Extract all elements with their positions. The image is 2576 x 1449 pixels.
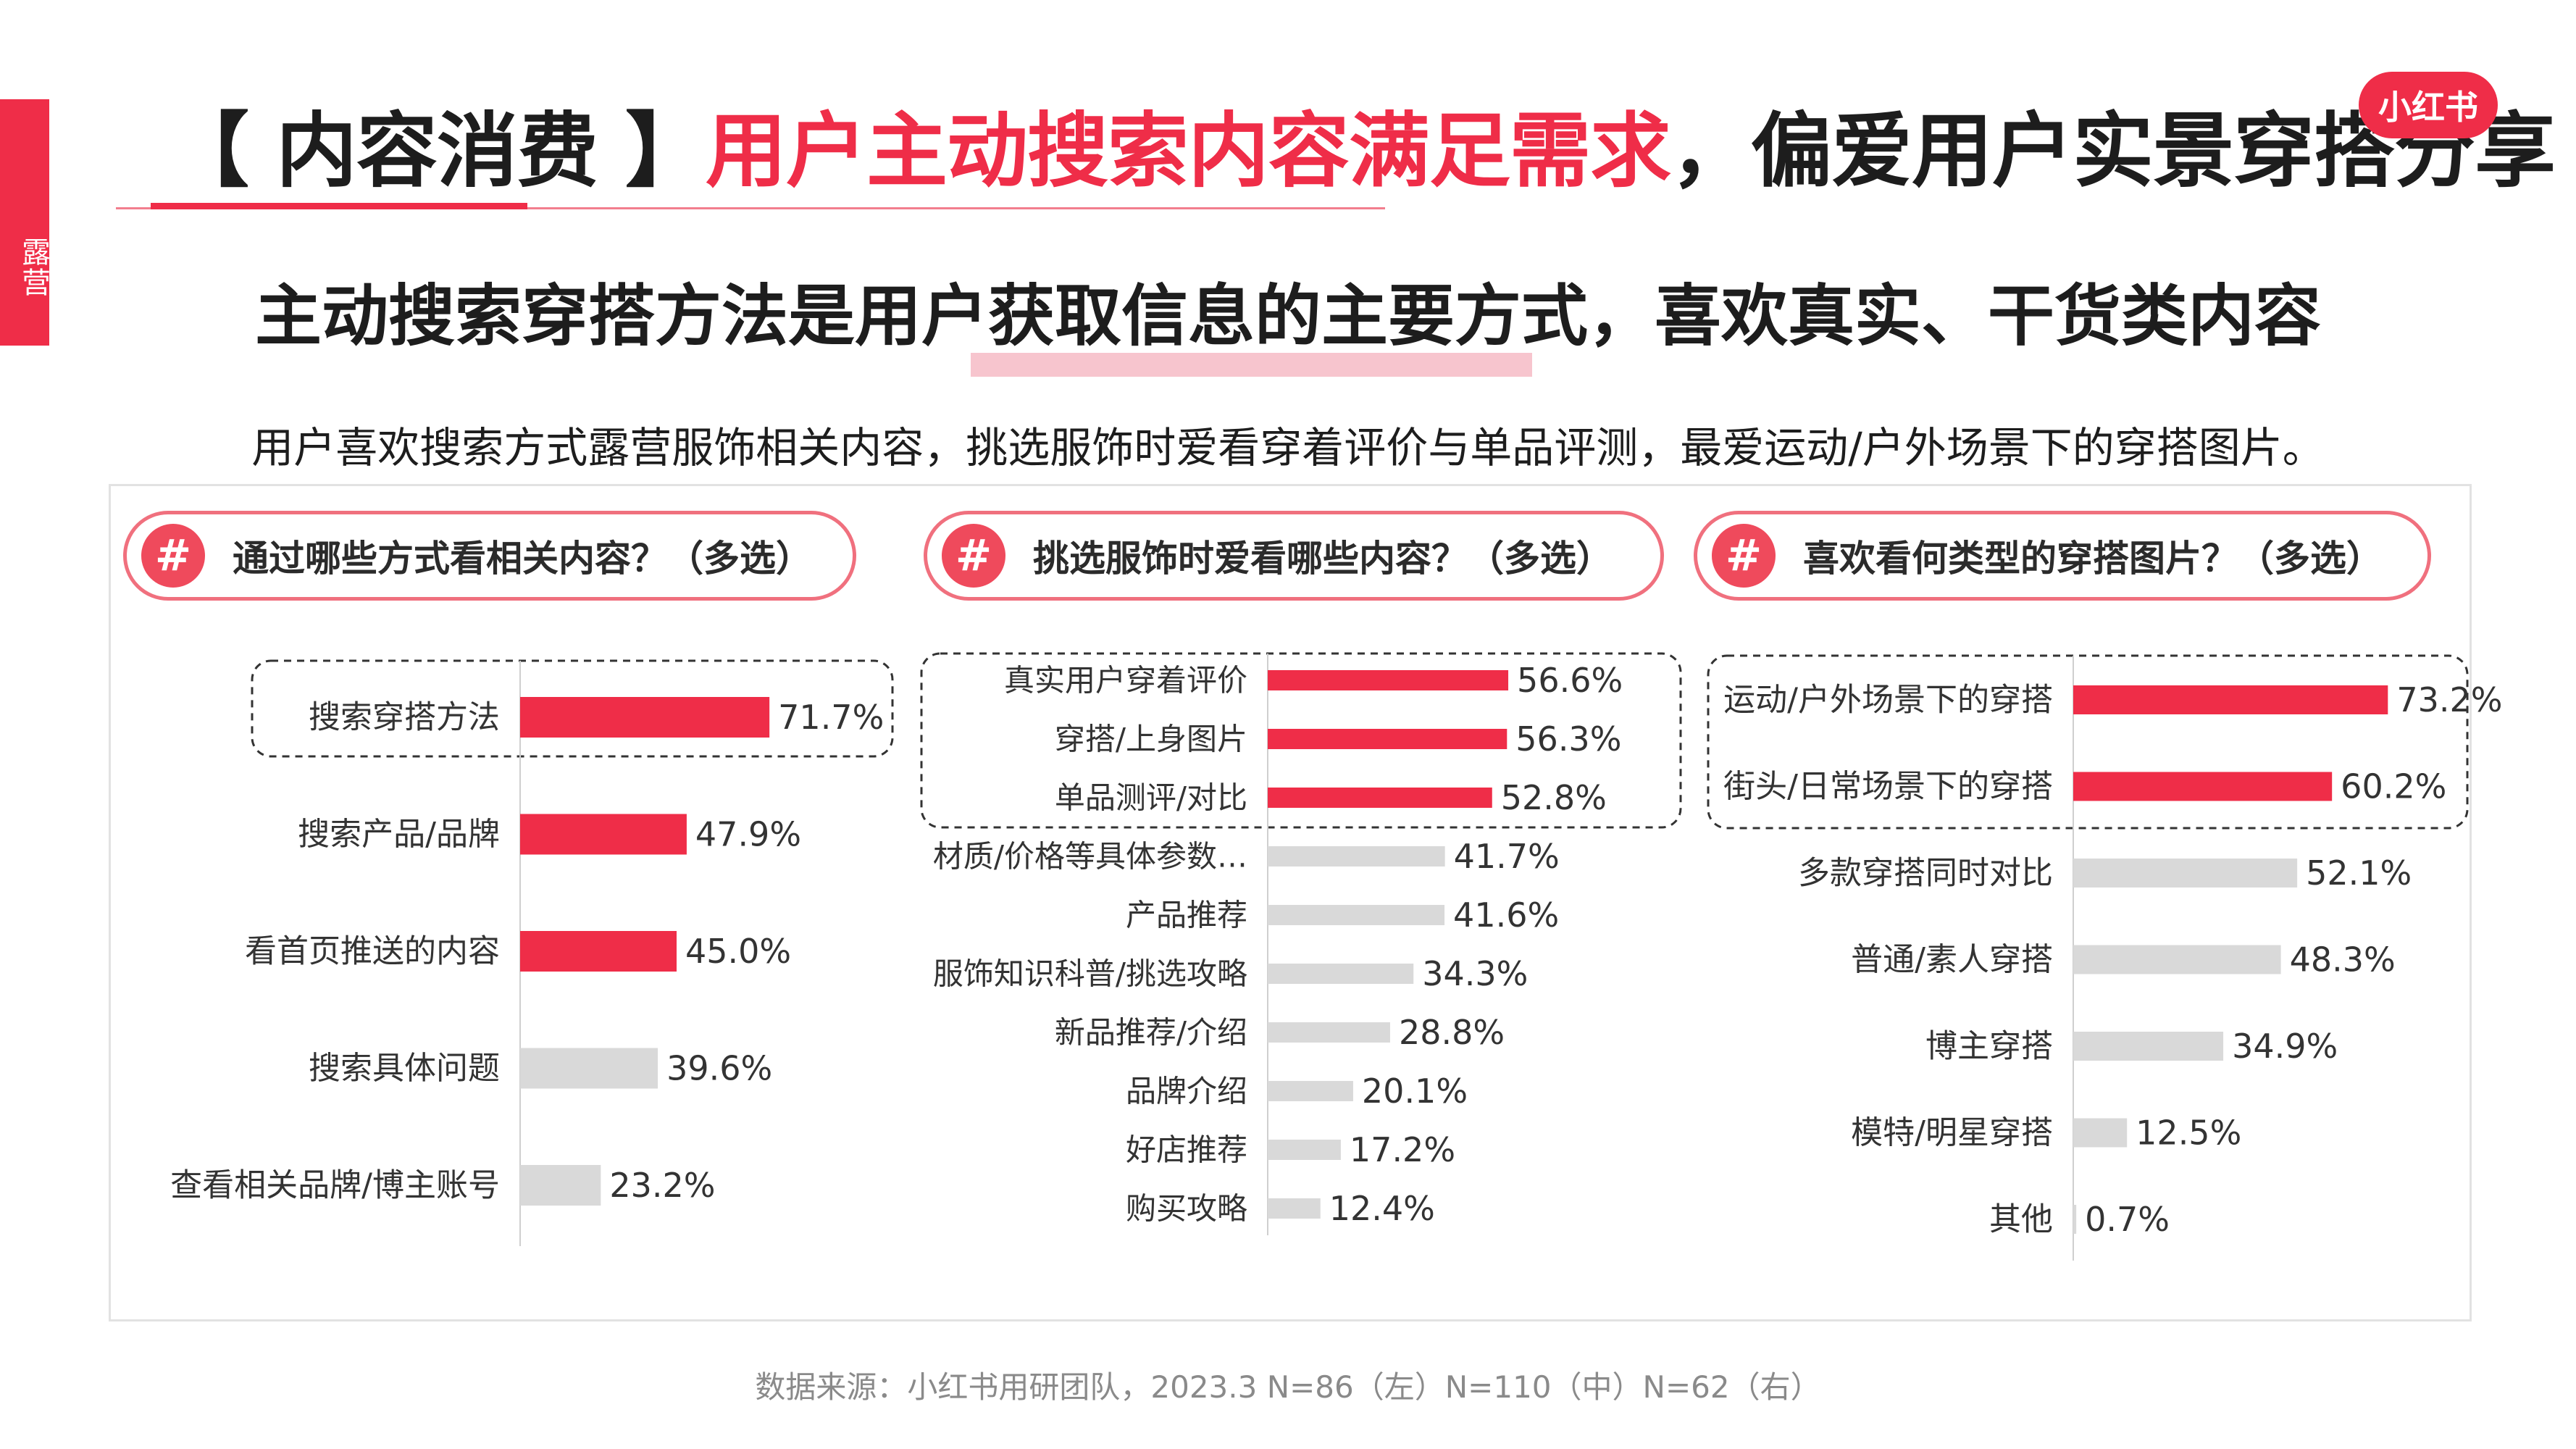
question-pill-middle: # 挑选服饰时爱看哪些内容？（多选）	[924, 511, 1664, 601]
value-label: 17.2%	[1350, 1130, 1455, 1169]
value-label: 39.6%	[666, 1049, 772, 1088]
hash-icon: #	[1712, 524, 1776, 588]
category-label: 服饰知识科普/挑选攻略	[933, 956, 1247, 992]
bar	[2073, 1118, 2128, 1148]
hash-icon: #	[942, 524, 1005, 588]
charts-panel	[109, 484, 2472, 1321]
value-label: 47.9%	[695, 815, 801, 854]
highlight-box	[251, 659, 894, 758]
value-label: 34.9%	[2232, 1027, 2338, 1066]
subtitle-highlight	[971, 353, 1532, 377]
summary-text: 用户喜欢搜索方式露营服饰相关内容，挑选服饰时爱看穿着评价与单品评测，最爱运动/户…	[251, 423, 2325, 472]
category-label: 看首页推送的内容	[245, 933, 500, 970]
bar	[2073, 945, 2281, 974]
value-label: 12.5%	[2136, 1114, 2241, 1153]
bar	[1268, 964, 1414, 984]
category-label: 新品推荐/介绍	[1055, 1015, 1247, 1051]
question-pill-right: # 喜欢看何类型的穿搭图片？（多选）	[1694, 511, 2431, 601]
category-label: 查看相关品牌/博主账号	[170, 1167, 500, 1204]
value-label: 0.7%	[2085, 1200, 2170, 1239]
category-label: 模特/明星穿搭	[1851, 1114, 2053, 1151]
title-prefix: 【 内容消费 】	[168, 104, 706, 199]
value-label: 41.6%	[1453, 895, 1559, 935]
value-label: 23.2%	[609, 1166, 715, 1205]
category-label: 搜索产品/品牌	[298, 816, 500, 853]
title-accent: 用户主动搜索内容满足需求	[705, 104, 1671, 199]
value-label: 34.3%	[1422, 954, 1528, 993]
category-label: 街头/日常场景下的穿搭	[1723, 768, 2053, 805]
value-label: 45.0%	[685, 932, 791, 971]
title-divider	[116, 207, 1385, 209]
category-label: 材质/价格等具体参数…	[933, 839, 1247, 874]
category-label: 普通/素人穿搭	[1851, 941, 2053, 978]
bar	[1268, 729, 1507, 749]
bar	[1268, 670, 1509, 690]
value-label: 12.4%	[1329, 1189, 1435, 1228]
bar	[1268, 1198, 1321, 1219]
bar	[1268, 905, 1445, 925]
bar	[1268, 1140, 1341, 1160]
value-label: 73.2%	[2396, 680, 2502, 719]
value-label: 56.3%	[1515, 719, 1621, 759]
highlight-box	[920, 652, 1682, 829]
bar	[520, 1048, 658, 1089]
value-label: 60.2%	[2341, 767, 2446, 806]
bar	[2073, 772, 2333, 801]
question-middle: 挑选服饰时爱看哪些内容？（多选）	[1033, 538, 1613, 580]
title-accent-bar	[151, 203, 527, 209]
category-label: 搜索穿搭方法	[309, 699, 500, 736]
bar	[1268, 1081, 1353, 1101]
bar	[520, 931, 677, 972]
question-pill-left: # 通过哪些方式看相关内容？（多选）	[123, 511, 856, 601]
value-label: 28.8%	[1399, 1013, 1505, 1052]
bar	[520, 697, 770, 738]
category-label: 购买攻略	[1126, 1191, 1247, 1227]
bar	[2073, 1032, 2224, 1061]
category-label: 穿搭/上身图片	[1055, 722, 1247, 757]
value-label: 56.6%	[1517, 661, 1623, 700]
bar	[2073, 1205, 2077, 1234]
bar	[1268, 788, 1492, 808]
category-label: 单品测评/对比	[1055, 780, 1247, 816]
value-label: 52.1%	[2306, 853, 2412, 893]
hash-icon: #	[141, 524, 205, 588]
value-label: 71.7%	[778, 698, 884, 737]
value-label: 20.1%	[1362, 1072, 1468, 1111]
category-label: 博主穿搭	[1925, 1028, 2053, 1065]
question-left: 通过哪些方式看相关内容？（多选）	[233, 538, 812, 580]
bar	[1268, 846, 1445, 867]
value-label: 41.7%	[1454, 837, 1560, 876]
value-label: 48.3%	[2290, 940, 2396, 980]
data-source: 数据来源：小红书用研团队，2023.3 N=86（左）N=110（中）N=62（…	[755, 1369, 1821, 1405]
question-right: 喜欢看何类型的穿搭图片？（多选）	[1803, 538, 2383, 580]
category-label: 品牌介绍	[1126, 1074, 1247, 1109]
category-label: 搜索具体问题	[309, 1050, 500, 1087]
category-label: 好店推荐	[1126, 1132, 1247, 1168]
page-title: 【 内容消费 】用户主动搜索内容满足需求，偏爱用户实景穿搭分享	[168, 85, 2556, 203]
subtitle: 主动搜索穿搭方法是用户获取信息的主要方式，喜欢真实、干货类内容	[254, 277, 2321, 355]
bar	[520, 1165, 601, 1206]
side-tab: 露营	[0, 99, 50, 346]
value-label: 52.8%	[1501, 778, 1607, 817]
bar	[2073, 685, 2388, 714]
category-label: 运动/户外场景下的穿搭	[1723, 682, 2053, 719]
category-label: 产品推荐	[1126, 898, 1247, 933]
bar	[520, 814, 687, 855]
category-label: 多款穿搭同时对比	[1798, 855, 2053, 892]
bar	[2073, 859, 2298, 888]
category-label: 真实用户穿着评价	[1004, 663, 1247, 698]
category-label: 其他	[1989, 1201, 2053, 1238]
bar	[1268, 1022, 1390, 1043]
xiaohongshu-logo: 小红书	[2359, 72, 2498, 138]
